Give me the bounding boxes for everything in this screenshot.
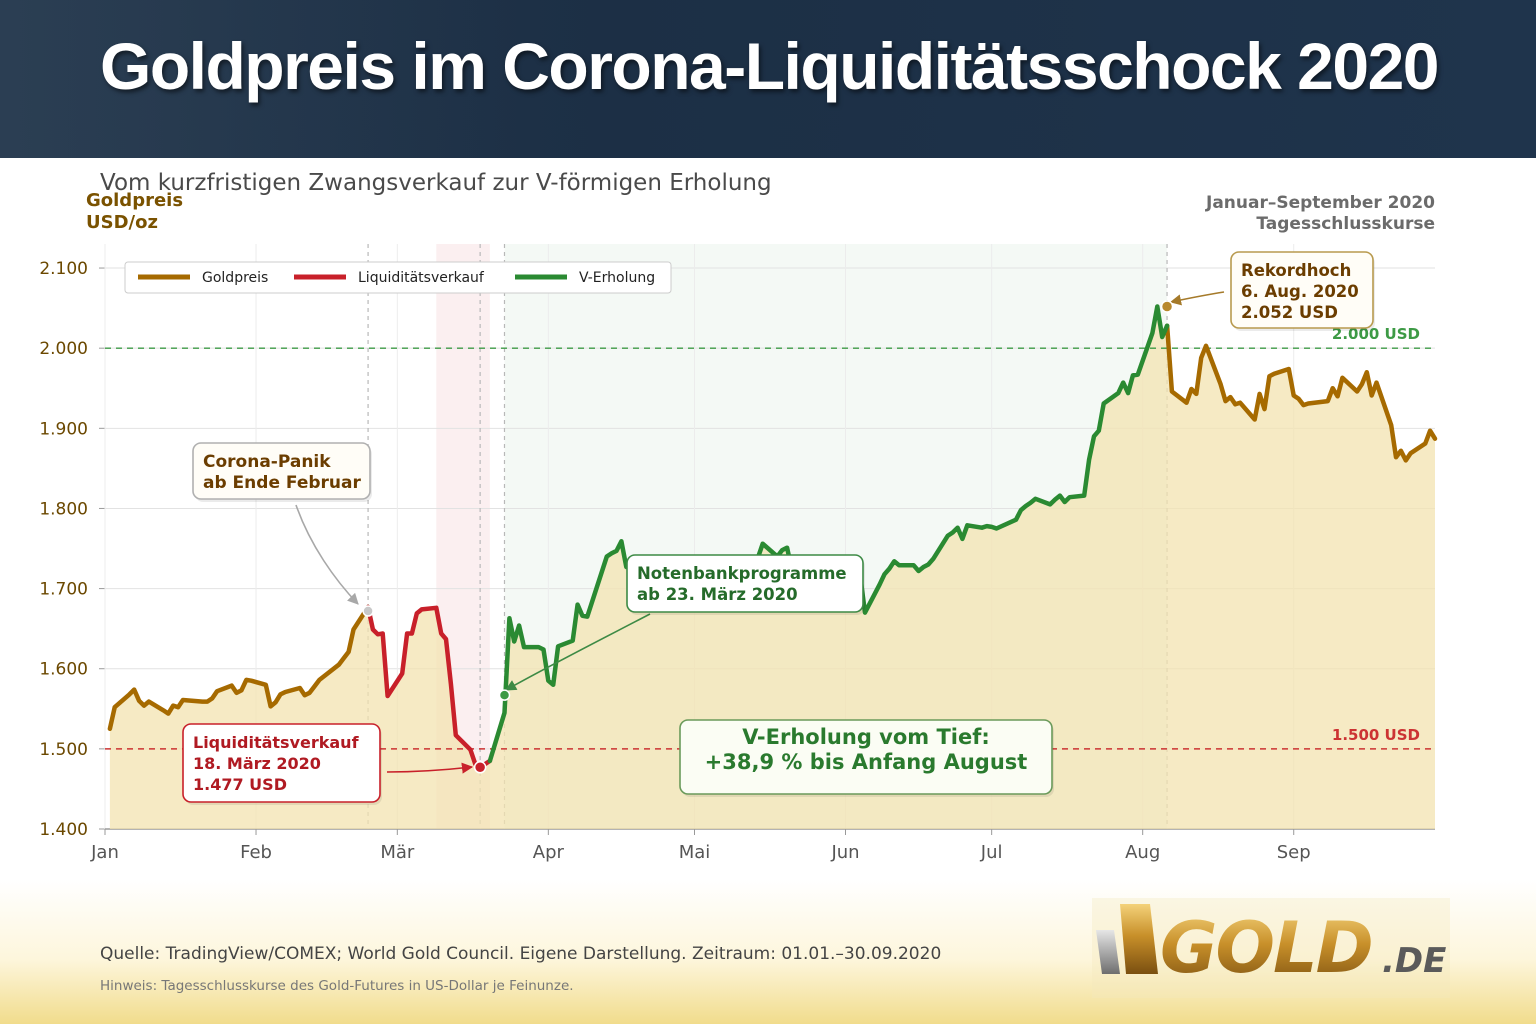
logo-suffix: .DE <box>1382 941 1446 981</box>
y-tick-label: 1.900 <box>39 419 88 439</box>
x-tick-label: Feb <box>240 842 272 863</box>
y-tick-label: 1.600 <box>39 660 88 680</box>
legend-item-label: V-Erholung <box>579 270 655 286</box>
x-tick-label: Mai <box>679 842 711 863</box>
annotation-text: Rekordhoch <box>1241 261 1351 280</box>
x-tick-label: Jul <box>980 842 1003 863</box>
period-label: Januar–September 2020 Tagesschlusskurse <box>1206 193 1435 235</box>
y-tick-label: 2.000 <box>39 339 88 359</box>
y-tick-label: 1.500 <box>39 740 88 760</box>
period-type: Tagesschlusskurse <box>1256 214 1435 234</box>
x-tick-label: Aug <box>1125 842 1160 863</box>
annotation-text: ab 23. März 2020 <box>637 585 798 604</box>
annotation-text: +38,9 % bis Anfang August <box>705 750 1028 774</box>
legend-item-label: Liquiditätsverkauf <box>358 270 485 286</box>
gold-de-logo: GOLD .DE <box>1092 898 1450 998</box>
y-axis-title: Goldpreis USD/oz <box>86 190 183 234</box>
liquidity-selloff-line <box>365 604 493 770</box>
gold-price-line <box>1164 323 1438 463</box>
low-arrow <box>386 762 474 774</box>
record-point <box>1160 300 1174 313</box>
page-title: Goldpreis im Corona-Liquiditätsschock 20… <box>100 29 1440 103</box>
y-axis-title-line: Goldpreis <box>86 190 184 211</box>
low-annotation: Liquiditätsverkauf 18. März 2020 1.477 USD <box>182 723 382 805</box>
gold-price-line <box>107 604 371 732</box>
annotation-text: Liquiditätsverkauf <box>193 733 360 752</box>
recovery-summary-annotation: V-Erholung vom Tief:+38,9 % bis Anfang A… <box>679 719 1054 797</box>
chart-subtitle: Vom kurzfristigen Zwangsverkauf zur V-fö… <box>100 170 772 196</box>
silver-bar-icon <box>1096 930 1120 974</box>
footer-band <box>0 880 1536 1024</box>
gold-bar-icon <box>1120 904 1158 974</box>
chart-legend: Goldpreis Liquiditätsverkauf V-Erholung <box>124 261 672 294</box>
annotation-box <box>1230 251 1374 329</box>
header-texture <box>0 0 530 158</box>
annotation-text: V-Erholung vom Tief: <box>742 725 990 749</box>
period-range: Januar–September 2020 <box>1206 193 1435 213</box>
corona-point <box>362 605 374 617</box>
low-point <box>473 761 487 774</box>
x-tick-label: Apr <box>533 842 565 863</box>
annotation-box <box>192 442 371 500</box>
x-tick-label: Jun <box>830 842 859 863</box>
reference-line-label: 2.000 USD <box>1332 325 1420 343</box>
y-tick-label: 1.800 <box>39 499 88 519</box>
source-text: Quelle: TradingView/COMEX; World Gold Co… <box>100 944 942 964</box>
corona-arrow <box>295 504 359 605</box>
x-tick-label: Jan <box>90 842 119 863</box>
y-tick-label: 1.400 <box>39 820 88 840</box>
legend-item-label: Goldpreis <box>202 270 268 286</box>
x-tick-label: Mär <box>380 842 415 863</box>
logo-wordmark: GOLD <box>1160 907 1372 989</box>
annotation-box <box>679 719 1053 795</box>
annotation-text: 18. März 2020 <box>193 754 321 773</box>
record-annotation: Rekordhoch 6. Aug. 2020 2.052 USD <box>1230 251 1375 331</box>
x-tick-label: Sep <box>1277 842 1311 863</box>
y-tick-label: 2.100 <box>39 259 88 279</box>
annotation-text: Corona-Panik <box>203 452 331 472</box>
annotation-text: 2.052 USD <box>1241 303 1338 322</box>
y-axis-unit-line: USD/oz <box>86 212 158 233</box>
reference-line-label: 1.500 USD <box>1332 726 1420 744</box>
record-arrow <box>1169 291 1225 306</box>
fed-point <box>498 689 511 701</box>
annotation-text: Notenbankprogramme <box>637 564 847 583</box>
annotation-box <box>626 554 864 613</box>
annotation-text: 1.477 USD <box>193 775 287 794</box>
fed-annotation: Notenbankprogramme ab 23. März 2020 <box>626 554 865 615</box>
note-text: Hinweis: Tagesschlusskurse des Gold-Futu… <box>100 978 574 994</box>
header-banner: Goldpreis im Corona-Liquiditätsschock 20… <box>0 0 1536 158</box>
annotation-box <box>182 723 381 803</box>
fed-arrow <box>505 613 651 691</box>
annotation-text: ab Ende Februar <box>203 473 361 493</box>
y-tick-label: 1.700 <box>39 580 88 600</box>
annotation-text: 6. Aug. 2020 <box>1241 282 1359 301</box>
legend-box <box>124 261 672 294</box>
